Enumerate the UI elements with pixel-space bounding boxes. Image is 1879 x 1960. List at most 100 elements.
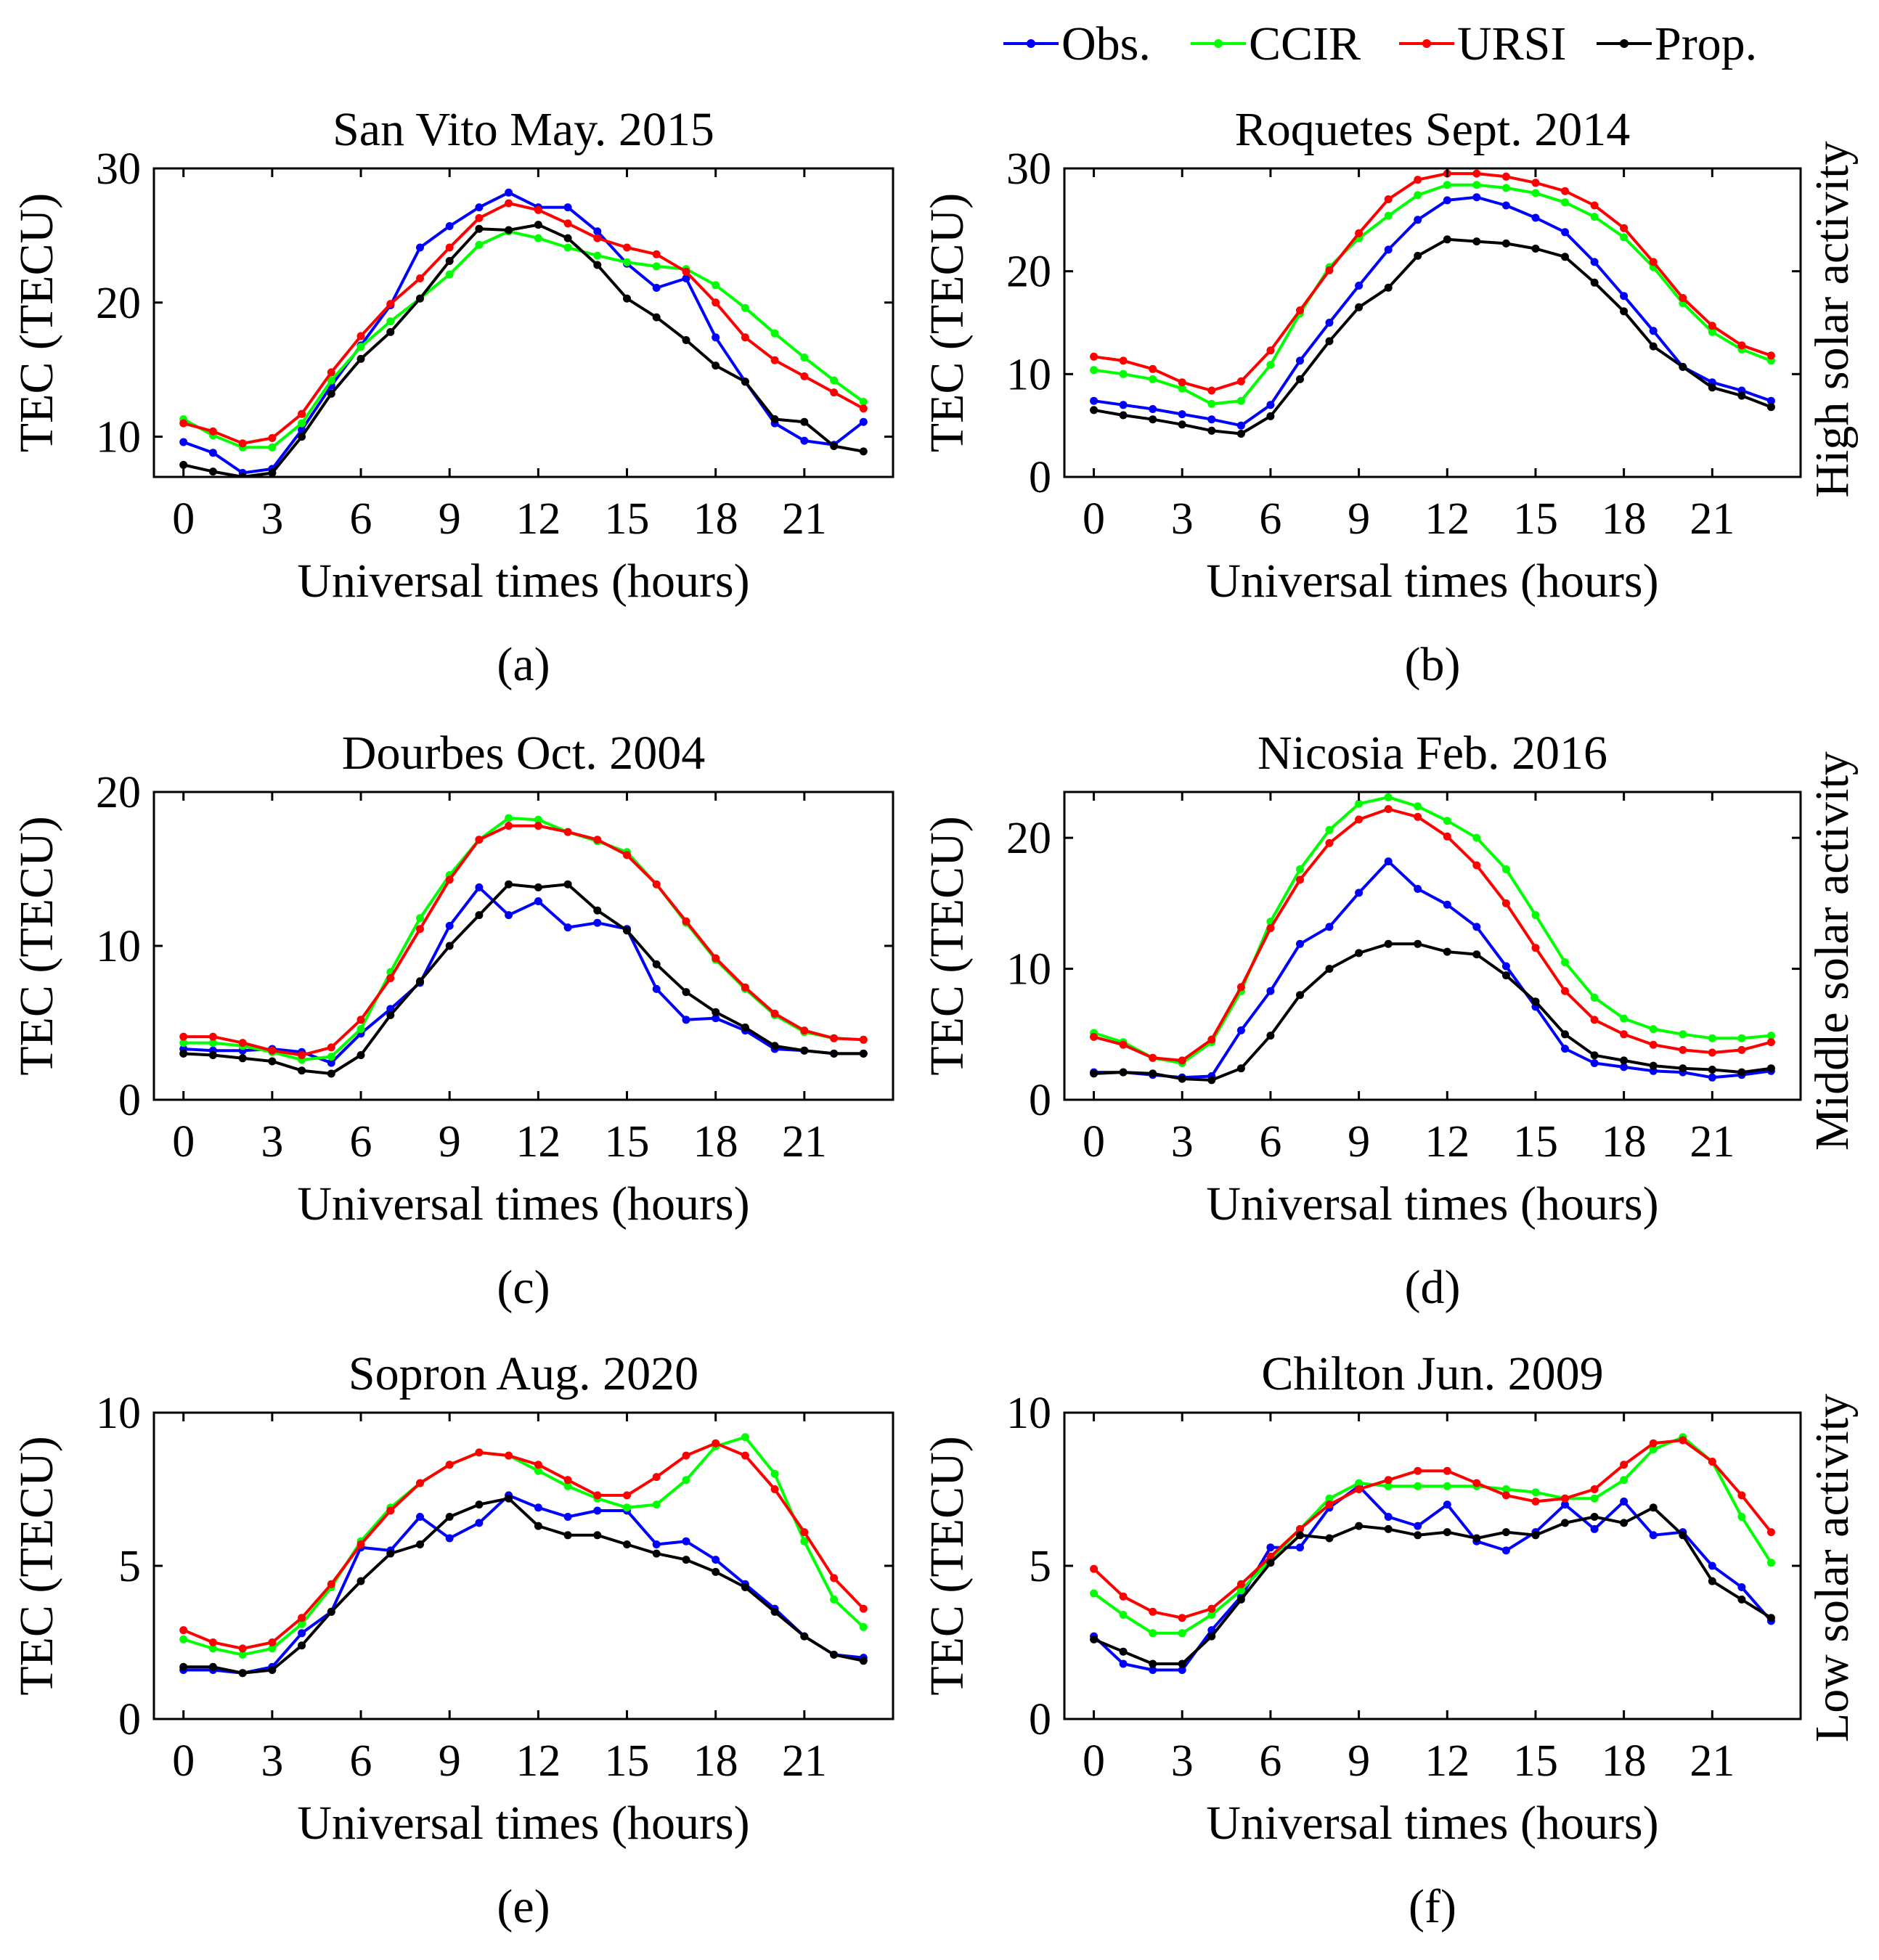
data-point bbox=[593, 1506, 602, 1515]
x-tick-label: 6 bbox=[350, 494, 372, 544]
data-point bbox=[623, 851, 631, 859]
x-tick-label: 9 bbox=[439, 494, 461, 544]
data-point bbox=[179, 1049, 188, 1058]
data-point bbox=[800, 1632, 809, 1641]
y-tick-label: 30 bbox=[96, 144, 141, 194]
x-axis-label: Universal times (hours) bbox=[1206, 555, 1658, 608]
data-point bbox=[1384, 245, 1393, 254]
data-point bbox=[1766, 351, 1775, 360]
data-point bbox=[298, 1641, 306, 1650]
data-point bbox=[1708, 1577, 1716, 1585]
data-point bbox=[1149, 405, 1157, 413]
data-point bbox=[327, 1069, 335, 1078]
data-point bbox=[1561, 198, 1569, 207]
data-point bbox=[1766, 1559, 1775, 1567]
data-point bbox=[1355, 1485, 1364, 1493]
series-group bbox=[1090, 169, 1775, 438]
panel-caption: (c) bbox=[497, 1261, 550, 1314]
data-point bbox=[1414, 939, 1422, 948]
data-point bbox=[356, 1540, 365, 1548]
x-tick-label: 21 bbox=[782, 494, 827, 544]
data-point bbox=[356, 1016, 365, 1024]
data-point bbox=[830, 1049, 839, 1058]
data-point bbox=[356, 343, 365, 351]
data-point bbox=[1472, 181, 1481, 189]
data-point bbox=[652, 1473, 661, 1482]
data-point bbox=[1531, 997, 1540, 1006]
data-point bbox=[298, 1620, 306, 1628]
data-point bbox=[563, 1531, 572, 1540]
data-point bbox=[1561, 187, 1569, 195]
data-point bbox=[563, 828, 572, 836]
data-point bbox=[1501, 201, 1510, 210]
data-point bbox=[1355, 229, 1364, 237]
data-point bbox=[741, 1451, 749, 1460]
data-point bbox=[830, 442, 839, 450]
y-axis-label: TEC (TECU) bbox=[921, 1436, 974, 1695]
data-point bbox=[1325, 1534, 1334, 1543]
data-point bbox=[1501, 962, 1510, 971]
data-point bbox=[416, 243, 424, 252]
plot-frame bbox=[1063, 1411, 1802, 1720]
series-line-ccir bbox=[1093, 796, 1772, 1065]
data-point bbox=[298, 1614, 306, 1622]
data-point bbox=[1766, 403, 1775, 412]
data-point bbox=[1149, 364, 1157, 373]
x-tick-label: 12 bbox=[515, 1117, 561, 1167]
data-point bbox=[712, 954, 720, 963]
x-tick-label: 9 bbox=[1348, 494, 1370, 544]
data-point bbox=[682, 1476, 690, 1485]
legend-label: URSI bbox=[1457, 17, 1566, 70]
data-point bbox=[1149, 1629, 1157, 1638]
data-point bbox=[1561, 958, 1569, 967]
series-line-ccir bbox=[183, 817, 864, 1061]
data-point bbox=[208, 1039, 217, 1048]
data-point bbox=[1708, 1458, 1716, 1466]
panel-caption: (f) bbox=[1409, 1880, 1456, 1933]
data-point bbox=[1501, 899, 1510, 907]
data-point bbox=[386, 1549, 395, 1558]
data-point bbox=[1620, 1497, 1629, 1506]
data-point bbox=[682, 1537, 690, 1545]
data-point bbox=[770, 1607, 779, 1616]
data-point bbox=[712, 1439, 720, 1447]
series-line-prop bbox=[183, 883, 864, 1075]
data-point bbox=[1443, 947, 1451, 956]
data-point bbox=[1149, 1666, 1157, 1674]
data-point bbox=[475, 1519, 484, 1527]
data-point bbox=[712, 281, 720, 290]
data-point bbox=[1119, 1068, 1128, 1077]
data-point bbox=[1414, 176, 1422, 184]
data-point bbox=[505, 1494, 513, 1503]
data-point bbox=[741, 377, 749, 386]
data-point bbox=[593, 251, 602, 260]
data-point bbox=[770, 415, 779, 423]
data-point bbox=[1325, 1494, 1334, 1503]
data-point bbox=[1384, 857, 1393, 866]
data-point bbox=[1355, 799, 1364, 808]
y-axis-label: TEC (TECU) bbox=[10, 1436, 63, 1695]
data-point bbox=[416, 1540, 424, 1548]
data-point bbox=[1207, 386, 1216, 395]
x-tick-label: 21 bbox=[1690, 1117, 1735, 1167]
data-point bbox=[1207, 1076, 1216, 1085]
data-point bbox=[1561, 1519, 1569, 1527]
data-point bbox=[623, 294, 631, 303]
data-point bbox=[534, 897, 542, 905]
series-line-obs bbox=[1093, 859, 1772, 1079]
series-line-ursi bbox=[1093, 807, 1772, 1062]
data-point bbox=[1384, 805, 1393, 813]
data-point bbox=[800, 1026, 809, 1035]
series-group bbox=[1090, 1433, 1775, 1674]
side-labels: High solar activity Middle solar activity… bbox=[1806, 141, 1859, 1742]
data-point bbox=[1531, 944, 1540, 952]
side-label: High solar activity bbox=[1806, 141, 1859, 497]
data-point bbox=[1472, 1479, 1481, 1487]
plot-frame bbox=[152, 791, 894, 1101]
data-point bbox=[623, 258, 631, 266]
data-point bbox=[593, 918, 602, 927]
data-point bbox=[712, 1008, 720, 1016]
data-point bbox=[1472, 861, 1481, 870]
data-point bbox=[1355, 1479, 1364, 1487]
